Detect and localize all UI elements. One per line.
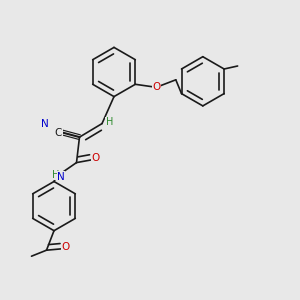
Text: C: C	[55, 128, 62, 138]
Text: O: O	[92, 153, 100, 163]
Text: H: H	[106, 117, 113, 127]
Text: N: N	[57, 172, 65, 182]
Text: O: O	[152, 82, 160, 92]
Text: N: N	[41, 119, 49, 129]
Text: O: O	[62, 242, 70, 252]
Text: H: H	[52, 169, 59, 180]
